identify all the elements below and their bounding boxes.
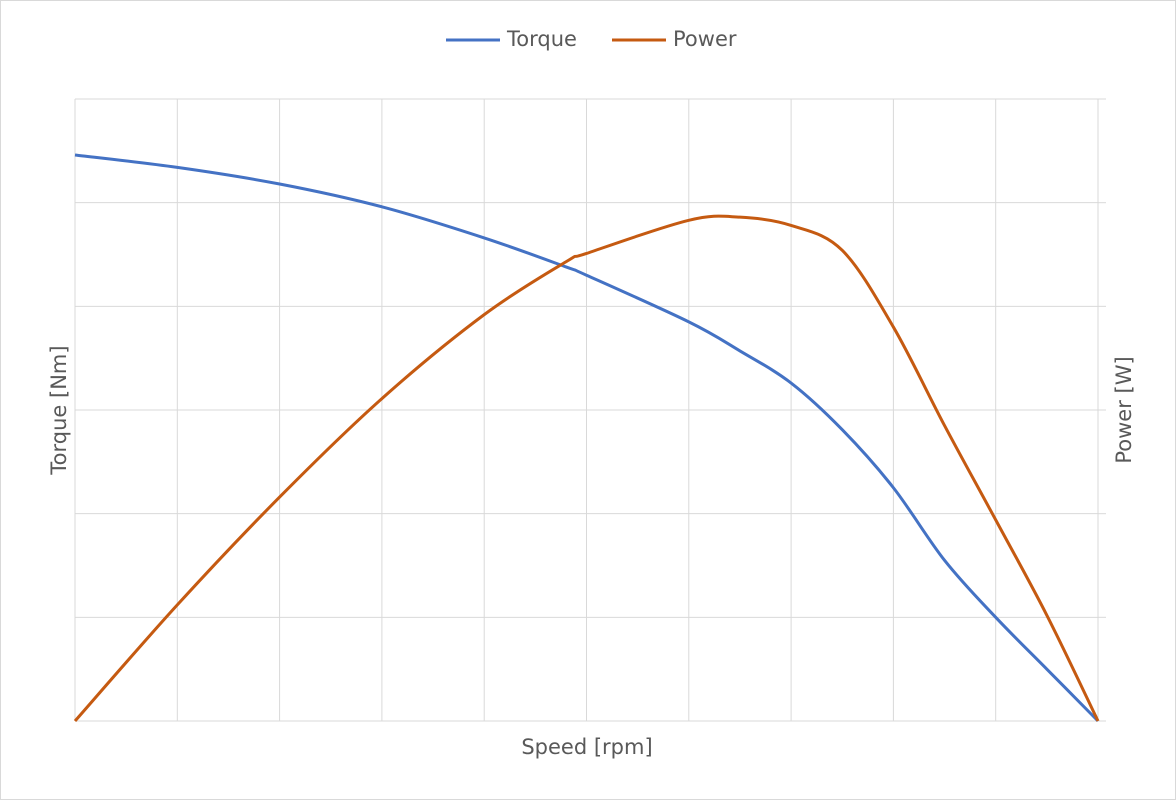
- y-axis-title: Torque [Nm]: [47, 345, 71, 475]
- legend-label: Torque: [506, 27, 577, 51]
- legend-label: Power: [673, 27, 737, 51]
- y2-axis-title: Power [W]: [1112, 356, 1136, 463]
- x-axis-title: Speed [rpm]: [521, 735, 652, 759]
- series-line: [74, 153, 1100, 723]
- series-line: [73, 214, 1100, 722]
